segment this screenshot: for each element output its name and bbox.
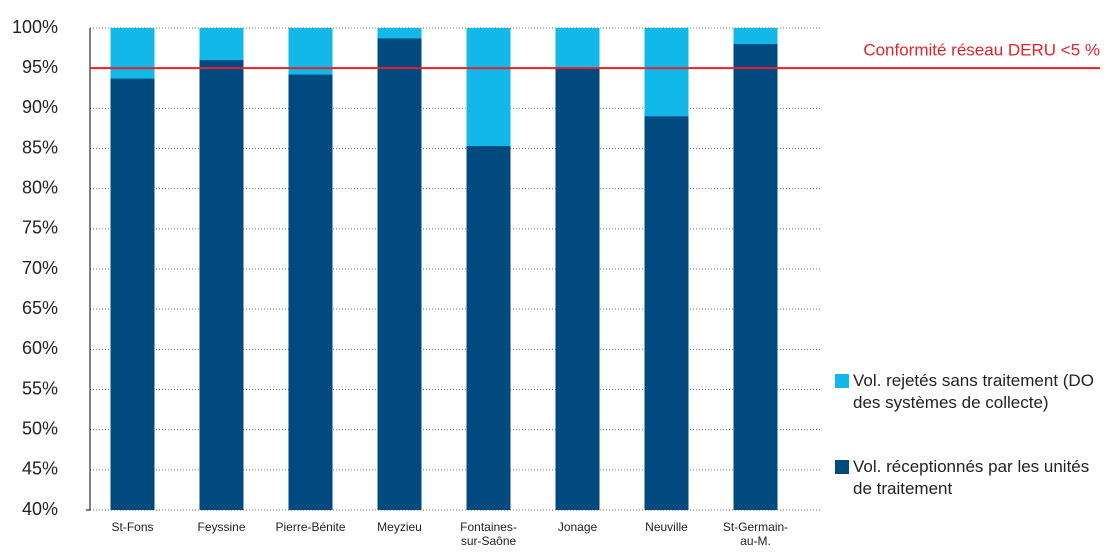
bar-segment (288, 28, 333, 510)
y-tick-label: 75% (22, 218, 58, 238)
x-tick-label: Pierre-Bénite (275, 520, 346, 534)
y-tick-label: 90% (22, 97, 58, 117)
x-tick-label: Feyssine (197, 520, 246, 534)
x-tick-label: Neuville (645, 520, 688, 534)
y-tick-label: 60% (22, 338, 58, 358)
bar-segment (199, 28, 244, 510)
y-tick-label: 65% (22, 298, 58, 318)
legend-item: Vol. rejetés sans traitement (DO des sys… (835, 370, 1095, 414)
bar-segment (377, 28, 422, 510)
bar-segment (644, 28, 689, 117)
bar-segment (466, 28, 511, 147)
x-tick-label: Meyzieu (377, 520, 422, 534)
legend-swatch (835, 460, 849, 474)
y-tick-label: 70% (22, 258, 58, 278)
y-tick-label: 45% (22, 459, 58, 479)
y-tick-label: 80% (22, 177, 58, 197)
y-tick-label: 95% (22, 57, 58, 77)
x-tick-label: Fontaines- sur-Saône (460, 520, 517, 548)
legend-label: Vol. réceptionnés par les unités de trai… (853, 457, 1090, 498)
x-tick-label: Jonage (557, 520, 598, 534)
reference-label: Conformité réseau DERU <5 % (863, 41, 1100, 60)
bar-segment (377, 28, 422, 39)
x-tick-label: St-Germain- au-M. (722, 520, 789, 548)
legend-label: Vol. rejetés sans traitement (DO des sys… (853, 371, 1094, 412)
y-tick-label: 100% (12, 17, 58, 37)
bar-segment (288, 28, 333, 75)
y-tick-label: 85% (22, 137, 58, 157)
bar-segment (110, 28, 155, 79)
bar-segment (199, 28, 244, 61)
x-tick-label: St-Fons (111, 520, 154, 534)
y-tick-label: 50% (22, 418, 58, 438)
y-tick-label: 55% (22, 378, 58, 398)
legend-item: Vol. réceptionnés par les unités de trai… (835, 456, 1095, 500)
bar-segment (555, 28, 600, 69)
legend-swatch (835, 374, 849, 388)
bar-segment (733, 28, 778, 510)
bar-segment (733, 28, 778, 45)
bar-segment (110, 28, 155, 510)
bar-segment (555, 28, 600, 510)
y-tick-label: 40% (22, 499, 58, 519)
